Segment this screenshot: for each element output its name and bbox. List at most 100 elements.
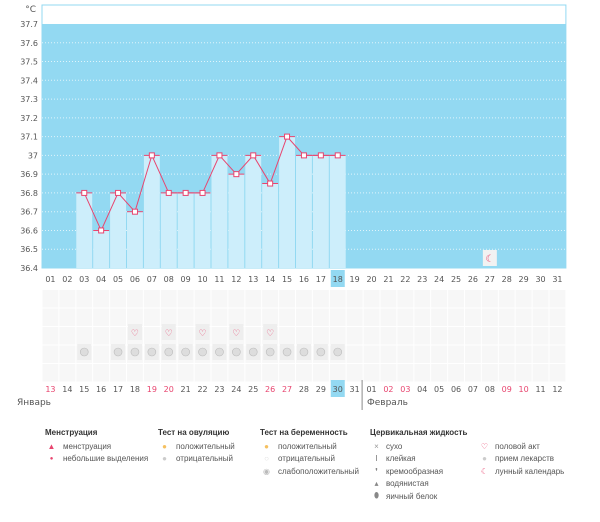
grid-cell [76,327,93,345]
grid-cell [245,290,262,308]
temperature-bar [160,192,177,268]
temperature-bar [279,136,295,268]
cycle-day-label: 27 [485,275,495,284]
grid-cell [397,308,414,326]
grid-cell [346,364,363,382]
temperature-point [115,189,122,196]
grid-cell [414,308,431,326]
grid-cell [414,327,431,345]
small-drop-icon: ● [49,455,54,462]
today-highlight [330,380,345,397]
grid-cell [279,364,295,382]
grid-cell [110,364,126,382]
date-label: 12 [552,385,562,394]
grid-cell [380,308,397,326]
date-label: 17 [113,385,123,394]
grid-cell [194,364,211,382]
grid-cell [329,290,346,308]
cycle-day-label: 09 [181,275,191,284]
grid-cell [160,290,177,308]
pill-icon [130,347,140,357]
temperature-point [233,171,240,178]
ovulation-negative-icon: ● [162,454,167,464]
grid-cell [143,290,160,308]
grid-cell [59,327,76,345]
grid-cell [532,345,549,363]
grid-cell [245,308,262,326]
grid-cell [532,308,549,326]
grid-cell [262,308,279,326]
watery-icon: ▴ [374,479,379,489]
temperature-bar [127,211,143,268]
grid-cell [59,290,76,308]
grid-cell [312,364,329,382]
legend-label: клейкая [386,454,416,464]
date-label: 11 [535,385,545,394]
grid-cell [211,308,228,326]
cycle-day-label: 23 [417,275,427,284]
grid-cell [363,308,380,326]
y-tick-label: 37.7 [20,20,38,29]
grid-cell [42,327,59,345]
legend-title: Менструация [45,428,98,437]
pill-icon: ● [482,454,487,464]
grid-cell [296,327,312,345]
grid-cell [143,327,160,345]
date-label: 21 [181,385,191,394]
intercourse-cell [195,324,210,340]
grid-cell [363,345,380,363]
legend-title: Тест на овуляцию [158,428,230,437]
cycle-day-label: 31 [552,275,562,284]
grid-cell [245,327,262,345]
grid-cell [110,327,126,345]
cycle-day-label: 10 [197,275,207,284]
grid-cell [76,364,93,382]
cycle-day-label: 06 [130,275,140,284]
date-label: 10 [519,385,529,394]
legend-title: Тест на беременность [260,428,348,437]
cycle-day-label: 19 [350,275,360,284]
y-tick-label: 36.9 [20,170,38,179]
temperature-line [83,135,338,232]
y-tick-label: 37.1 [20,133,38,142]
grid-cell [143,308,160,326]
grid-cell [515,364,532,382]
date-label: 15 [79,385,89,394]
grid-cell [76,308,93,326]
intercourse-cell [229,324,244,340]
grid-cell [194,290,211,308]
grid-cell [397,345,414,363]
grid-cell [549,364,566,382]
grid-cell [76,290,93,308]
date-label: 28 [299,385,309,394]
pregnancy-weak-icon: ◉ [263,466,270,476]
grid-cell [397,290,414,308]
grid-cell [448,345,464,363]
grid-cell [279,327,295,345]
cycle-day-label: 29 [519,275,529,284]
grid-cell [448,364,464,382]
date-label: 03 [400,385,410,394]
month-label-february: Февраль [367,398,408,408]
grid-cell [346,308,363,326]
grid-cell [532,364,549,382]
date-label: 14 [62,385,72,394]
date-label: 19 [147,385,157,394]
grid-cell [380,327,397,345]
legend-label: положительный [176,441,235,451]
cycle-day-label: 04 [96,275,106,284]
month-label-january: Январь [17,398,51,408]
grid-cell [363,290,380,308]
grid-cell [42,364,59,382]
grid-cell [110,308,126,326]
egg-white-icon: ⬮ [373,491,380,501]
grid-cell [431,345,448,363]
temperature-bar [177,192,194,268]
grid-cell [296,290,312,308]
date-label: 24 [231,385,241,394]
legend-pregnancy: Тест на беременность ● положительный ○ отр… [260,428,359,478]
grid-cell [279,308,295,326]
heart-icon: ♡ [199,329,207,339]
grid-cell [532,290,549,308]
grid-cell [177,327,194,345]
